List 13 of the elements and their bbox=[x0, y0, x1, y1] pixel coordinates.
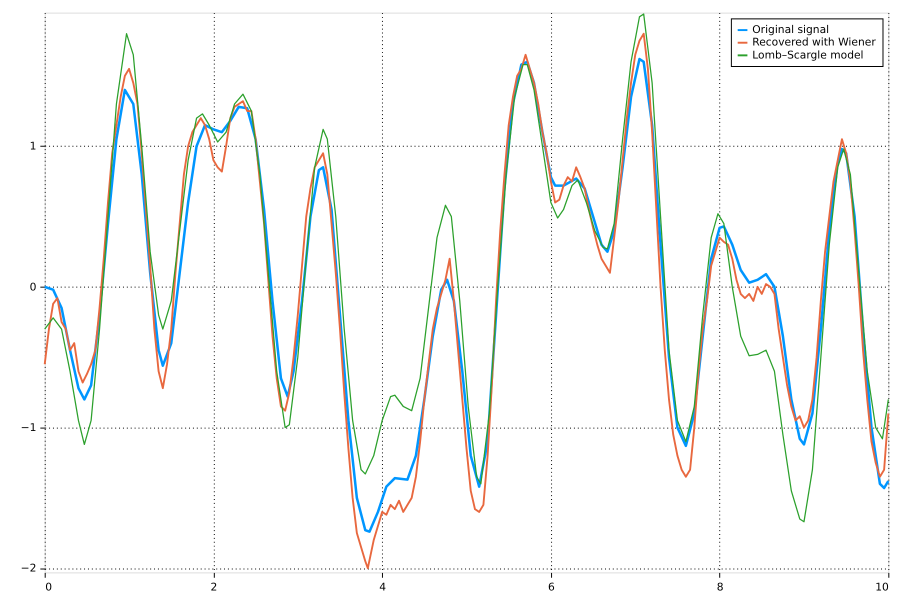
y-tick-label: −2 bbox=[20, 562, 36, 575]
x-tick-label: 0 bbox=[45, 580, 52, 594]
x-tick-label: 10 bbox=[875, 580, 890, 594]
x-tick-label: 8 bbox=[716, 580, 724, 594]
y-tick-label: 1 bbox=[30, 140, 36, 153]
x-tick-label: 4 bbox=[379, 580, 386, 594]
x-tick-label: 6 bbox=[548, 580, 555, 594]
legend-label: Lomb–Scargle model bbox=[752, 48, 864, 62]
y-tick-label: −1 bbox=[20, 420, 36, 434]
x-tick-label: 2 bbox=[210, 580, 218, 594]
legend-label: Original signal bbox=[752, 23, 830, 36]
y-tick-label: 0 bbox=[30, 280, 37, 294]
legend-label: Recovered with Wiener bbox=[752, 36, 876, 49]
